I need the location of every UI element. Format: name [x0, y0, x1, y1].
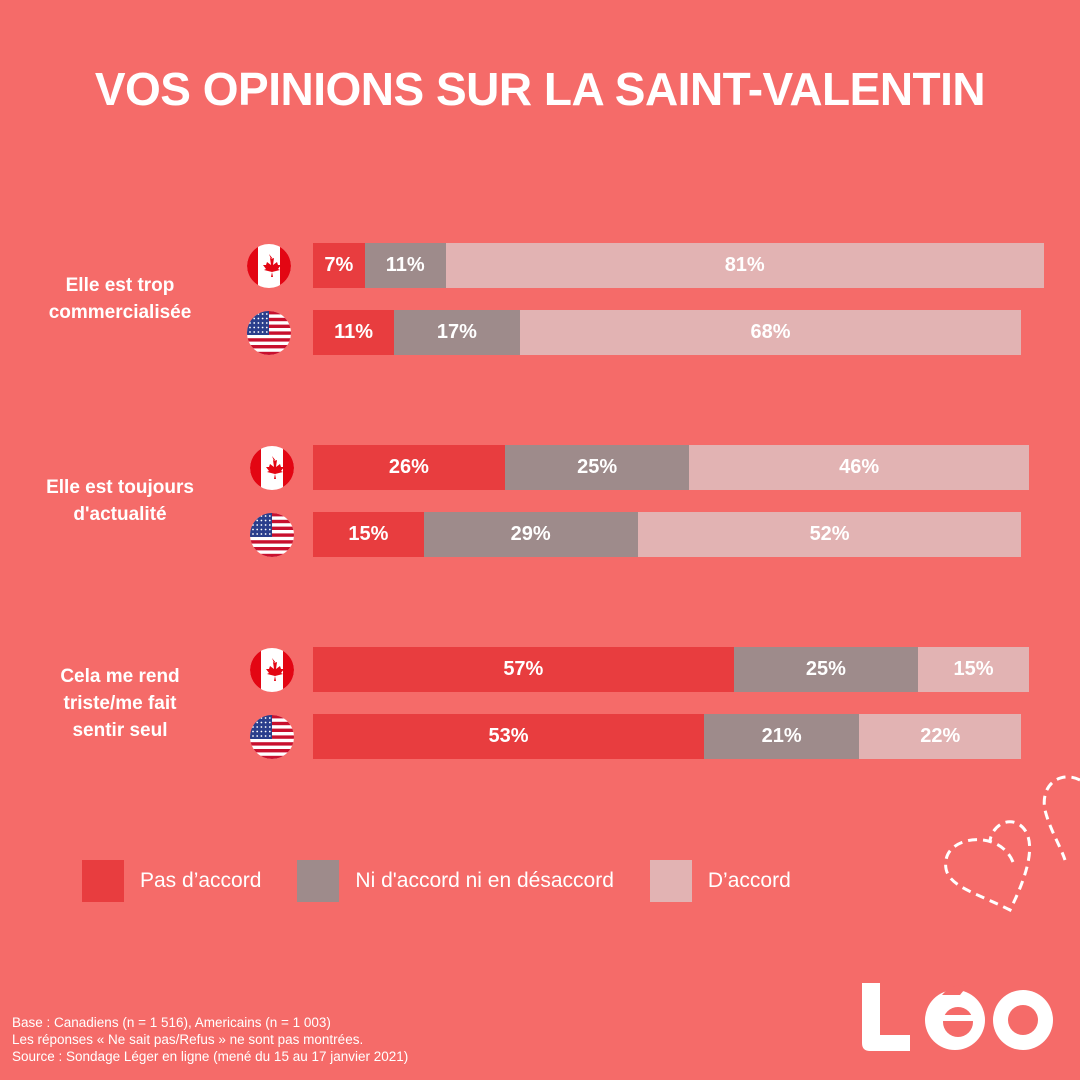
legend-item-pas-accord: Pas d’accord — [82, 860, 261, 902]
canada-flag-icon — [247, 244, 291, 288]
segment-pas-accord: 11% — [313, 310, 395, 355]
segment-accord: 81% — [445, 243, 1044, 288]
segment-neutre: 29% — [423, 512, 638, 557]
bar-row: 15% 29% 52% — [313, 512, 1022, 557]
bar-row: 26% 25% 46% — [313, 445, 1029, 490]
segment-pas-accord: 26% — [313, 445, 505, 490]
group-label: Elle est toujours d'actualité — [20, 474, 220, 528]
usa-flag-icon — [250, 513, 294, 557]
segment-neutre: 21% — [704, 714, 860, 759]
segment-pas-accord: 57% — [313, 647, 734, 692]
group-label: Cela me rend triste/me fait sentir seul — [20, 663, 220, 744]
footnote: Base : Canadiens (n = 1 516), Americains… — [12, 1014, 408, 1065]
segment-accord: 52% — [637, 512, 1022, 557]
usa-flag-icon — [250, 715, 294, 759]
usa-flag-icon — [247, 311, 291, 355]
legend-label: Pas d’accord — [140, 869, 262, 892]
segment-neutre: 25% — [504, 445, 690, 490]
group-label-line: Cela me rend — [60, 665, 180, 687]
footnote-note: Les réponses « Ne sait pas/Refus » ne so… — [12, 1032, 364, 1047]
group-label-line: Elle est trop — [65, 275, 175, 296]
bar-row: 57% 25% 15% — [313, 647, 1029, 692]
segment-neutre: 11% — [364, 243, 446, 288]
canada-flag-icon — [250, 648, 294, 692]
legend-swatch-pas-accord — [82, 860, 124, 902]
footnote-source: Source : Sondage Léger en ligne (mené du… — [12, 1049, 409, 1064]
group-label-line: d'actualité — [73, 504, 167, 525]
legend-item-accord: D’accord — [649, 860, 791, 902]
segment-pas-accord: 15% — [313, 512, 424, 557]
legend-label: Ni d'accord ni en désaccord — [355, 869, 614, 892]
bar-row: 7% 11% 81% — [313, 243, 1044, 288]
segment-accord: 15% — [918, 647, 1029, 692]
leo-logo — [862, 983, 1053, 1051]
segment-accord: 22% — [859, 714, 1022, 759]
legend-swatch-accord — [649, 860, 692, 902]
segment-pas-accord: 7% — [313, 243, 365, 288]
chart-title: VOS OPINIONS SUR LA SAINT-VALENTIN — [94, 63, 986, 115]
legend-item-neutre: Ni d'accord ni en désaccord — [297, 860, 614, 902]
segment-accord: 46% — [689, 445, 1029, 490]
footnote-base: Base : Canadiens (n = 1 516), Americains… — [12, 1015, 331, 1030]
bar-row: 11% 17% 68% — [313, 310, 1022, 355]
segment-accord: 68% — [519, 310, 1022, 355]
segment-neutre: 25% — [733, 647, 919, 692]
hearts-decoration-icon — [944, 775, 1080, 913]
segment-pas-accord: 53% — [313, 714, 705, 759]
legend: Pas d’accord Ni d'accord ni en désaccord… — [82, 860, 827, 902]
group-label: Elle est trop commercialisée — [20, 272, 220, 326]
segment-neutre: 17% — [394, 310, 520, 355]
legend-label: D’accord — [707, 869, 791, 892]
group-label-line: triste/me fait — [63, 692, 177, 714]
canada-flag-icon — [250, 446, 294, 490]
legend-swatch-neutre — [297, 860, 340, 902]
group-label-line: commercialisée — [48, 302, 192, 323]
bar-row: 53% 21% 22% — [313, 714, 1022, 759]
group-label-line: Elle est toujours — [46, 477, 194, 498]
group-label-line: sentir seul — [72, 719, 168, 741]
